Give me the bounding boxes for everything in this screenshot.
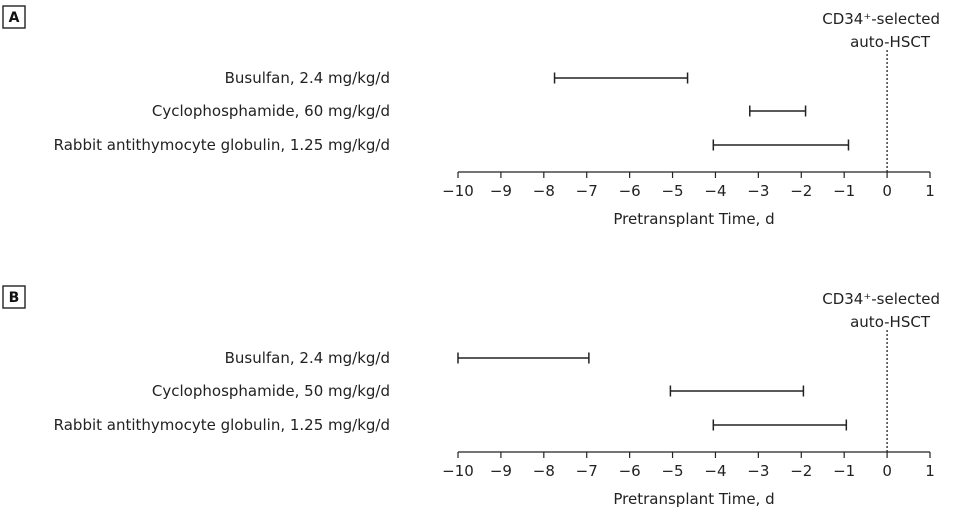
row-label: Cyclophosphamide, 60 mg/kg/d bbox=[152, 102, 390, 120]
row-label: Cyclophosphamide, 50 mg/kg/d bbox=[152, 382, 390, 400]
x-tick-label: 0 bbox=[882, 182, 892, 200]
x-tick-label: −10 bbox=[442, 182, 474, 200]
annotation-line-1: CD34⁺-selected bbox=[822, 10, 940, 28]
x-tick-label: −10 bbox=[442, 462, 474, 480]
x-tick-label: −9 bbox=[490, 182, 512, 200]
x-axis-title: Pretransplant Time, d bbox=[613, 210, 774, 228]
x-tick-label: 0 bbox=[882, 462, 892, 480]
x-tick-label: −7 bbox=[576, 462, 598, 480]
x-tick-label: −5 bbox=[661, 462, 683, 480]
x-tick-label: −6 bbox=[619, 182, 641, 200]
x-tick-label: −2 bbox=[790, 462, 812, 480]
x-tick-label: −2 bbox=[790, 182, 812, 200]
x-axis-title: Pretransplant Time, d bbox=[613, 490, 774, 508]
x-tick-label: 1 bbox=[925, 182, 935, 200]
x-tick-label: −8 bbox=[533, 462, 555, 480]
row-label: Rabbit antithymocyte globulin, 1.25 mg/k… bbox=[54, 136, 390, 154]
x-tick-label: −1 bbox=[833, 182, 855, 200]
x-tick-label: −4 bbox=[704, 182, 726, 200]
x-tick-label: −3 bbox=[747, 182, 769, 200]
x-tick-label: −9 bbox=[490, 462, 512, 480]
x-tick-label: −1 bbox=[833, 462, 855, 480]
x-tick-label: −3 bbox=[747, 462, 769, 480]
x-tick-label: 1 bbox=[925, 462, 935, 480]
panel-b: B CD34⁺-selected auto-HSCT Busulfan, 2.4 mg… bbox=[2, 285, 940, 508]
annotation-line-1: CD34⁺-selected bbox=[822, 290, 940, 308]
panel-a: A CD34⁺-selected auto-HSCT Busulfan, 2.4 mg… bbox=[2, 5, 940, 228]
x-tick-label: −8 bbox=[533, 182, 555, 200]
x-tick-label: −5 bbox=[661, 182, 683, 200]
annotation-line-2: auto-HSCT bbox=[850, 33, 931, 51]
panel-letter: B bbox=[9, 290, 20, 306]
panel-letter-box bbox=[2, 5, 26, 29]
x-tick-label: −6 bbox=[619, 462, 641, 480]
x-tick-label: −4 bbox=[704, 462, 726, 480]
row-label: Busulfan, 2.4 mg/kg/d bbox=[225, 69, 390, 87]
x-tick-label: −7 bbox=[576, 182, 598, 200]
annotation-line-2: auto-HSCT bbox=[850, 313, 931, 331]
panel-letter: A bbox=[9, 10, 20, 26]
row-label: Rabbit antithymocyte globulin, 1.25 mg/k… bbox=[54, 416, 390, 434]
row-label: Busulfan, 2.4 mg/kg/d bbox=[225, 349, 390, 367]
panel-letter-box bbox=[2, 285, 26, 309]
